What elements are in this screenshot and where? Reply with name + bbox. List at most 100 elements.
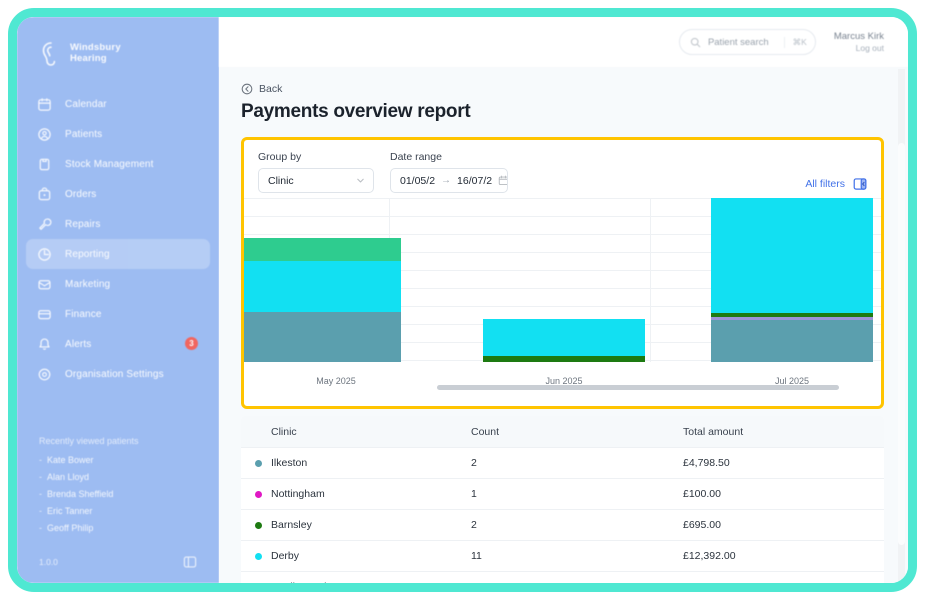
back-link[interactable]: Back — [241, 83, 884, 95]
date-range-control: Date range 01/05/2 → 16/07/2 — [390, 151, 508, 193]
sidebar-item-label: Alerts — [65, 338, 92, 350]
group-by-label: Group by — [258, 151, 302, 163]
group-by-value: Clinic — [268, 174, 294, 187]
sidebar-item-label: Calendar — [65, 98, 107, 110]
all-filters-link[interactable]: All filters — [805, 178, 845, 190]
sidebar-item-organisation-settings[interactable]: Organisation Settings — [26, 359, 210, 389]
sidebar-item-marketing[interactable]: Marketing — [26, 269, 210, 299]
table-row[interactable]: Nottingham 1 £100.00 — [241, 479, 884, 510]
scrollbar-thumb[interactable] — [436, 385, 840, 390]
bar-group-jul[interactable] — [678, 198, 881, 362]
cell-clinic: Nottingham — [255, 488, 471, 500]
table-row[interactable]: Unallocated 1 £995.00 — [241, 572, 884, 583]
stacked-bar[interactable] — [483, 319, 645, 362]
clinic-name: Barnsley — [271, 519, 312, 531]
recently-viewed-title: Recently viewed patients — [39, 436, 139, 446]
group-by-control: Group by Clinic — [258, 151, 374, 193]
sidebar-item-reporting[interactable]: Reporting — [26, 239, 210, 269]
brand-line-2: Hearing — [70, 53, 107, 64]
search-input[interactable]: Patient search — [707, 36, 769, 48]
chart-horizontal-scrollbar[interactable] — [248, 385, 877, 390]
box-icon — [39, 158, 50, 170]
sidebar-item-orders[interactable]: Orders — [26, 179, 210, 209]
card-icon — [38, 309, 51, 319]
patient-name: Eric Tanner — [47, 506, 93, 516]
chart-filters: Group by Clinic Date range 01 — [244, 140, 881, 193]
table-row[interactable]: Ilkeston 2 £4,798.50 — [241, 448, 884, 479]
collapse-panel-icon[interactable] — [183, 555, 197, 569]
recently-viewed-list: Kate Bower Alan Lloyd Brenda Sheffield E… — [39, 455, 197, 533]
patient-name: Kate Bower — [47, 455, 94, 465]
clinic-name: Derby — [271, 550, 300, 562]
brand-name: Windsbury Hearing — [70, 43, 121, 64]
sidebar-item-repairs[interactable]: Repairs — [26, 209, 210, 239]
user-menu[interactable]: Marcus Kirk Log out — [834, 31, 884, 54]
chart-plot-area[interactable]: May 2025 Jun 2025 Jul 2025 — [244, 198, 881, 392]
chart-bars — [244, 198, 881, 362]
sidebar-footer: 1.0.0 — [17, 533, 219, 583]
collapse-panel-icon[interactable] — [853, 177, 867, 191]
sidebar-item-label: Stock Management — [65, 158, 154, 170]
list-item[interactable]: Kate Bower — [39, 455, 197, 465]
bar-group-may[interactable] — [244, 198, 450, 362]
table-row[interactable]: Derby 11 £12,392.00 — [241, 541, 884, 572]
app-window: Windsbury Hearing Calendar — [8, 8, 917, 592]
patient-name: Brenda Sheffield — [47, 489, 114, 499]
cell-total-amount: £4,798.50 — [683, 457, 730, 469]
column-header-clinic[interactable]: Clinic — [271, 425, 297, 438]
list-item[interactable]: Eric Tanner — [39, 506, 197, 516]
column-header-total-amount[interactable]: Total amount — [683, 425, 744, 438]
table-row[interactable]: Barnsley 2 £695.00 — [241, 510, 884, 541]
sidebar-item-label: Reporting — [65, 248, 110, 260]
stacked-bar[interactable] — [711, 198, 873, 362]
bar-group-jun[interactable] — [450, 198, 678, 362]
date-arrow: → — [441, 175, 452, 186]
sidebar-item-finance[interactable]: Finance — [26, 299, 210, 329]
patient-search[interactable]: Patient search ⌘K — [678, 29, 816, 55]
scrollbar-thumb[interactable] — [898, 143, 905, 545]
cell-count: 2 — [471, 519, 477, 531]
date-from[interactable]: 01/05/2 — [400, 174, 436, 187]
clinic-name: Unallocated — [271, 581, 326, 583]
date-range-input[interactable]: 01/05/2 → 16/07/2 — [390, 168, 508, 193]
ear-icon — [42, 42, 56, 66]
brand-logo[interactable]: Windsbury Hearing — [17, 17, 219, 73]
sidebar-item-label: Orders — [65, 188, 97, 200]
list-item[interactable]: Alan Lloyd — [39, 472, 197, 482]
column-header-count[interactable]: Count — [471, 425, 500, 438]
content-scrollbar[interactable] — [898, 69, 905, 583]
chevron-down-icon — [357, 178, 364, 183]
x-tick-label: May 2025 — [316, 376, 356, 386]
stacked-bar[interactable] — [244, 238, 402, 362]
list-item[interactable]: Geoff Philip — [39, 523, 197, 533]
sidebar-item-stock-management[interactable]: Stock Management — [26, 149, 210, 179]
cell-count: 11 — [471, 550, 482, 562]
bar-segment-nottingham — [711, 317, 873, 320]
sidebar-item-label: Finance — [65, 308, 102, 320]
search-icon — [690, 37, 701, 47]
sidebar-item-alerts[interactable]: Alerts 3 — [26, 329, 210, 359]
logout-link[interactable]: Log out — [855, 42, 884, 53]
bag-icon — [38, 187, 51, 200]
group-by-select[interactable]: Clinic — [258, 168, 374, 193]
calendar-icon[interactable] — [498, 175, 508, 186]
mail-icon — [38, 279, 51, 289]
cell-clinic: Ilkeston — [255, 457, 471, 469]
wrench-icon — [39, 217, 52, 230]
results-table: Clinic Count Total amount Ilkeston 2 £4,… — [241, 416, 884, 583]
clinic-name: Nottingham — [271, 488, 325, 500]
list-item[interactable]: Brenda Sheffield — [39, 489, 197, 499]
x-tick-label: Jul 2025 — [774, 376, 810, 386]
chart-canvas: May 2025 Jun 2025 Jul 2025 — [244, 198, 881, 392]
sidebar-item-label: Organisation Settings — [65, 368, 164, 380]
series-color-dot — [255, 521, 262, 529]
chart-card: Group by Clinic Date range 01 — [241, 137, 884, 409]
back-label: Back — [259, 83, 283, 95]
sidebar-item-patients[interactable]: Patients — [26, 119, 210, 149]
cell-count: 2 — [471, 457, 477, 469]
sidebar-item-calendar[interactable]: Calendar — [26, 89, 210, 119]
top-bar: Patient search ⌘K Marcus Kirk Log out — [219, 17, 908, 67]
bar-segment-ilkeston — [711, 320, 873, 362]
sidebar-item-label: Patients — [65, 128, 103, 140]
date-to[interactable]: 16/07/2 — [457, 174, 493, 187]
